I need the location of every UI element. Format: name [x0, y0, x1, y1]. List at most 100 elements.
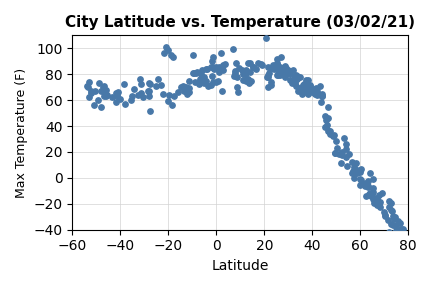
Point [323, 118, 330, 122]
Point [274, 73, 281, 77]
Point [339, 153, 346, 158]
Point [263, 36, 270, 40]
Point [272, 65, 279, 69]
Point [204, 84, 211, 88]
Point [96, 81, 103, 85]
Point [343, 164, 350, 168]
Point [314, 91, 321, 96]
Point [184, 92, 191, 97]
Point [392, 228, 399, 233]
Point [190, 71, 197, 75]
Point [375, 201, 382, 206]
Point [363, 183, 370, 187]
Point [250, 65, 257, 69]
Point [200, 81, 207, 85]
Point [288, 81, 295, 85]
Point [167, 52, 174, 57]
Point [90, 103, 97, 107]
Point [306, 83, 313, 88]
Point [171, 94, 178, 98]
Point [370, 196, 377, 201]
Point [291, 79, 298, 84]
Point [146, 94, 153, 98]
Point [277, 55, 284, 60]
Point [264, 75, 270, 79]
Point [390, 232, 397, 237]
Point [218, 89, 225, 93]
Point [121, 101, 128, 106]
Point [160, 51, 167, 56]
Point [276, 69, 283, 73]
Point [101, 88, 108, 93]
Point [291, 77, 298, 81]
Point [397, 232, 404, 237]
Point [400, 226, 407, 231]
Point [388, 209, 395, 214]
Point [353, 161, 359, 166]
Point [333, 138, 340, 143]
Point [274, 60, 281, 65]
Point [210, 55, 217, 59]
Point [396, 231, 403, 235]
Point [334, 146, 340, 150]
Point [385, 199, 392, 203]
Point [268, 79, 275, 84]
Point [270, 67, 277, 71]
Point [365, 179, 372, 183]
Point [386, 230, 393, 234]
Point [98, 105, 105, 109]
Point [368, 194, 375, 198]
Point [182, 84, 189, 89]
Point [267, 66, 273, 70]
Point [399, 230, 406, 235]
Point [152, 84, 159, 89]
Point [278, 71, 285, 76]
Point [114, 92, 121, 96]
Point [309, 89, 316, 94]
Point [101, 83, 108, 88]
Point [376, 199, 383, 204]
Point [101, 94, 108, 98]
Point [304, 89, 311, 94]
Point [127, 98, 134, 103]
Point [192, 71, 199, 75]
Point [198, 68, 205, 72]
Point [232, 61, 239, 65]
Point [294, 77, 301, 82]
Point [86, 94, 93, 99]
Point [130, 86, 137, 91]
Point [273, 61, 280, 66]
Point [209, 80, 216, 84]
Point [393, 223, 400, 228]
Point [365, 183, 372, 188]
Point [399, 242, 406, 247]
Point [137, 90, 144, 95]
Point [358, 178, 365, 182]
Point [270, 63, 276, 67]
Point [391, 215, 398, 220]
Point [243, 71, 250, 75]
Point [247, 61, 254, 66]
Point [343, 141, 349, 146]
Point [389, 214, 396, 219]
Point [233, 74, 240, 79]
Point [166, 92, 173, 97]
Point [216, 65, 223, 69]
Point [282, 66, 289, 71]
Point [250, 65, 257, 69]
Point [244, 77, 251, 82]
Point [362, 194, 369, 198]
Point [109, 94, 116, 99]
Point [137, 82, 144, 86]
Point [212, 65, 219, 69]
Point [365, 191, 372, 196]
Point [397, 221, 404, 226]
Point [362, 180, 369, 185]
Point [197, 76, 203, 81]
Point [303, 85, 310, 90]
Title: City Latitude vs. Temperature (03/02/21): City Latitude vs. Temperature (03/02/21) [65, 15, 415, 30]
Point [362, 184, 369, 188]
Point [197, 79, 203, 84]
Point [247, 69, 254, 74]
Point [343, 154, 349, 159]
